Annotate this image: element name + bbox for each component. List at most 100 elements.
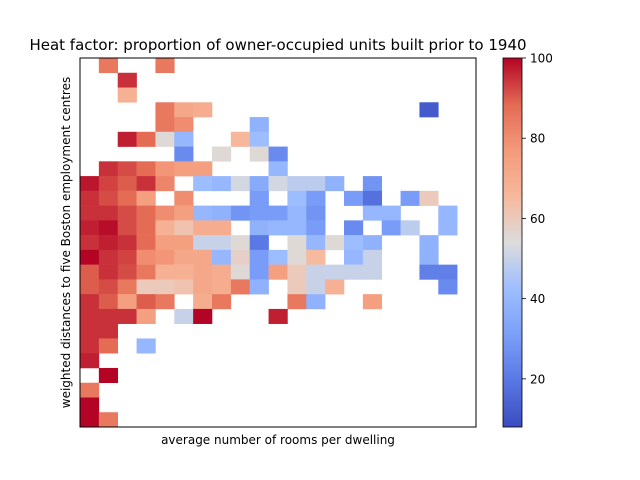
heatmap-cell [306,190,326,206]
heatmap-cell [362,249,383,265]
heatmap-cell [174,102,194,118]
heatmap-cell [117,131,137,147]
heatmap-cell [174,117,194,133]
colorbar [502,57,523,428]
heatmap-cell [249,264,269,280]
heatmap-cell [80,382,100,398]
heatmap-cells [80,58,458,428]
heatmap-cell [268,176,288,192]
heatmap-cell [268,146,288,162]
heatmap-cell [80,308,100,324]
heatmap-cell [381,220,401,236]
heatmap-cell [80,294,100,310]
heatmap-cell [212,220,232,236]
heatmap-cell [362,176,383,192]
heatmap-cell [98,190,119,206]
y-axis-label: weighted distances to five Boston employ… [59,77,73,408]
heatmap-cell [155,58,175,74]
heatmap-cell [98,308,119,324]
heatmap-cell [174,205,194,221]
heatmap-cell [155,161,175,177]
heatmap-cell [438,279,458,295]
heatmap-cell [136,279,156,295]
heatmap-cell [136,161,156,177]
colorbar-tick-label: 60 [530,212,545,226]
heatmap-cell [117,308,137,324]
heatmap-cell [193,176,213,192]
heatmap-cell [287,294,307,310]
heatmap-cell [249,235,269,251]
heatmap-cell [174,220,194,236]
colorbar-tick-label: 20 [530,372,545,386]
heatmap-cell [325,176,345,192]
heatmap-cell [98,161,119,177]
heatmap-cell [174,279,194,295]
heatmap-cell [419,249,439,265]
heatmap-cell [362,294,383,310]
heatmap-cell [344,249,364,265]
heatmap-cell [117,161,137,177]
heatmap-cell [438,205,458,221]
heatmap-cell [136,294,156,310]
heatmap-cell [381,205,401,221]
heatmap-cell [419,264,439,280]
colorbar-ticks: 20 40 60 80 100 [522,52,553,386]
heatmap-cell [80,190,100,206]
heatmap-cell [98,58,119,74]
heatmap-cell [438,264,458,280]
heatmap-cell [193,220,213,236]
heatmap-cell [80,412,100,428]
heatmap-cell [136,176,156,192]
heatmap-cell [230,249,251,265]
heatmap-cell [268,161,288,177]
heatmap-cell [306,264,326,280]
heatmap-cell [400,220,420,236]
chart-title: Heat factor: proportion of owner-occupie… [29,36,526,54]
heatmap-cell [362,235,383,251]
heatmap-cell [98,264,119,280]
heatmap-cell [80,176,100,192]
heatmap-cell [98,249,119,265]
heatmap-cell [230,176,251,192]
heatmap-cell [287,205,307,221]
heatmap-cell [155,235,175,251]
heatmap-cell [136,235,156,251]
heatmap-cell [344,264,364,280]
colorbar-tick-label: 100 [530,52,553,66]
heatmap-cell [306,235,326,251]
heatmap-cell [344,190,364,206]
heatmap-cell [136,190,156,206]
heatmap-cell [249,131,269,147]
heatmap-cell [230,235,251,251]
heatmap-cell [174,235,194,251]
heatmap-cell [193,102,213,118]
heatmap-cell [230,279,251,295]
plot-frame [79,57,477,428]
heatmap-cell [155,117,175,133]
heatmap-cell [230,205,251,221]
heatmap-cell [287,264,307,280]
heatmap-cell [268,264,288,280]
heatmap-cell [193,161,213,177]
heatmap-cell [193,279,213,295]
heatmap-cell [193,249,213,265]
heatmap-cell [268,205,288,221]
heatmap-cell [80,220,100,236]
heatmap-cell [117,235,137,251]
heatmap-cell [80,205,100,221]
heatmap-cell [80,249,100,265]
heatmap-cell [117,87,137,103]
heatmap-cell [155,176,175,192]
heatmap-cell [136,264,156,280]
heatmap-cell [230,131,251,147]
heatmap-cell [174,161,194,177]
heatmap-cell [193,205,213,221]
heatmap-cell [98,412,119,428]
heatmap-cell [117,264,137,280]
heatmap-cell [212,279,232,295]
heatmap-cell [155,220,175,236]
heatmap-cell [325,264,345,280]
heatmap-cell [98,367,119,384]
heatmap-cell [117,294,137,310]
heatmap-cell [230,264,251,280]
